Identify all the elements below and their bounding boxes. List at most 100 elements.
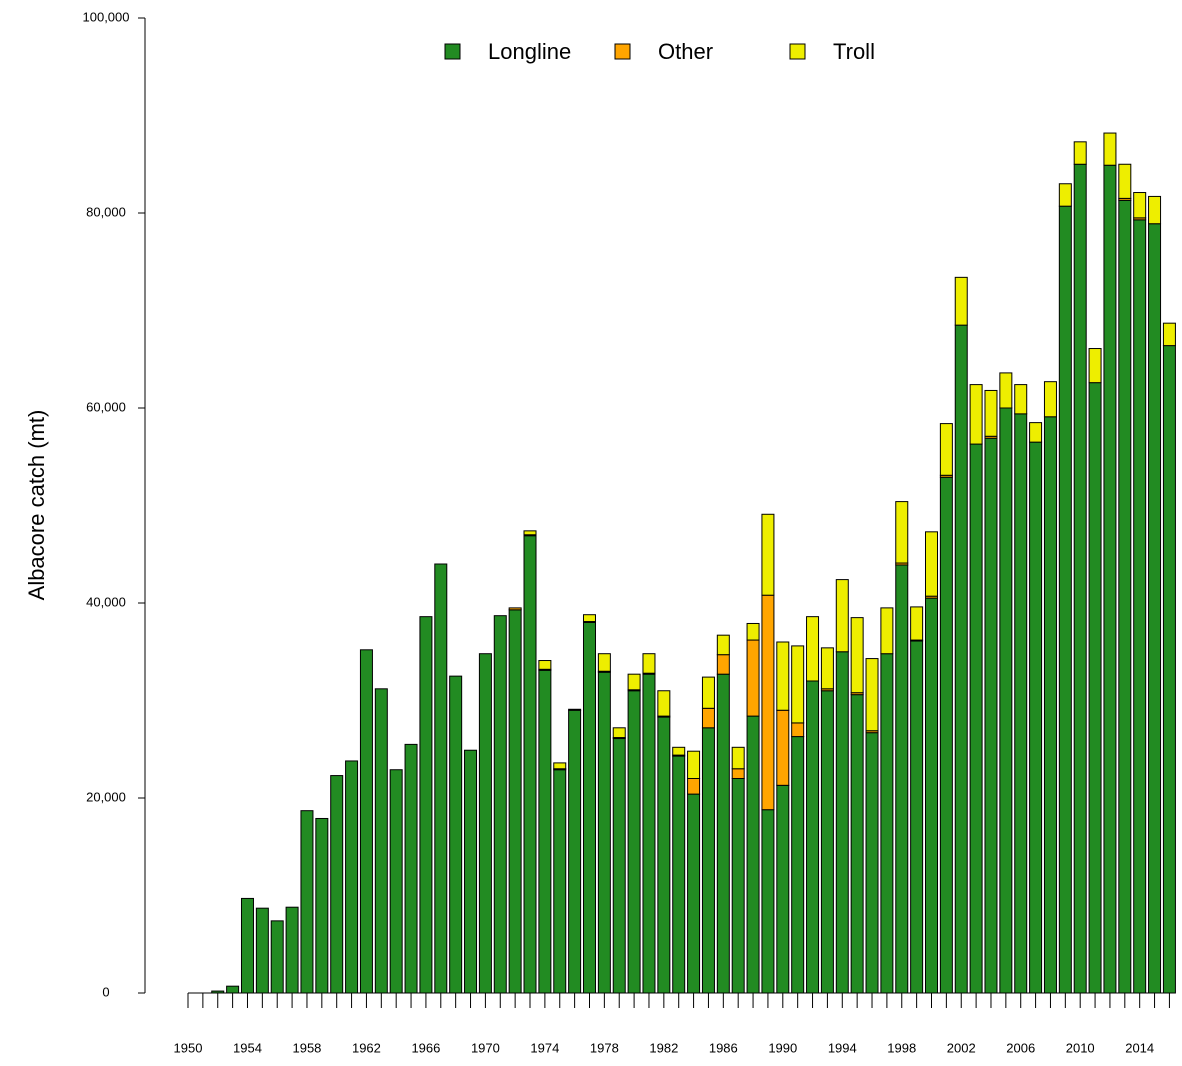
x-tick-label: 1998: [887, 1040, 916, 1055]
bar: [508, 609, 522, 994]
bar: [969, 384, 983, 445]
x-tick-label: 2006: [1006, 1040, 1035, 1055]
bar: [746, 639, 760, 717]
bar: [523, 535, 537, 994]
x-tick-label: 1982: [649, 1040, 678, 1055]
bar: [910, 606, 924, 641]
bar: [1103, 164, 1117, 994]
bar: [999, 372, 1013, 409]
y-tick-label: 0: [102, 984, 109, 999]
bar: [597, 653, 611, 672]
bar: [746, 622, 760, 641]
bar: [464, 749, 478, 994]
bar: [806, 680, 820, 994]
bar: [835, 651, 849, 994]
bar: [880, 607, 894, 655]
bar: [939, 423, 953, 476]
bar: [627, 690, 641, 994]
legend-label: Other: [658, 39, 713, 64]
bar: [731, 768, 745, 779]
bar: [1058, 183, 1072, 207]
bar: [1058, 205, 1072, 994]
bar: [731, 746, 745, 770]
bar: [1088, 348, 1102, 384]
bar: [270, 920, 284, 994]
legend-swatch: [789, 43, 806, 60]
bar: [716, 654, 730, 675]
bar: [1029, 422, 1043, 443]
bar: [523, 530, 537, 536]
x-tick-label: 1978: [590, 1040, 619, 1055]
bar: [1014, 413, 1028, 994]
bar: [806, 616, 820, 682]
bar: [954, 324, 968, 994]
bar: [493, 615, 507, 994]
bar: [939, 476, 953, 994]
x-tick-label: 1990: [768, 1040, 797, 1055]
bar: [359, 649, 373, 994]
bar: [538, 660, 552, 670]
bar: [865, 732, 879, 994]
y-axis-label: Albacore catch (mt): [24, 410, 49, 601]
bar: [687, 793, 701, 994]
bar: [568, 709, 582, 994]
bar: [761, 513, 775, 596]
y-tick-label: 20,000: [86, 789, 126, 804]
bar: [984, 437, 998, 994]
bar: [612, 727, 626, 739]
bar: [850, 617, 864, 694]
bar: [791, 722, 805, 738]
bar: [582, 622, 596, 994]
bar: [330, 775, 344, 994]
bar: [597, 671, 611, 994]
bar: [538, 669, 552, 994]
legend-swatch: [444, 43, 461, 60]
bar: [761, 594, 775, 811]
bar: [1162, 345, 1176, 994]
bar: [255, 907, 269, 994]
bar: [211, 990, 225, 994]
y-tick-label: 60,000: [86, 399, 126, 414]
bar: [776, 784, 790, 994]
bar: [731, 778, 745, 994]
bar: [434, 563, 448, 994]
bar: [895, 564, 909, 994]
legend-label: Troll: [833, 39, 875, 64]
bar: [910, 640, 924, 994]
bar: [1029, 441, 1043, 994]
bar: [300, 810, 314, 994]
bar: [984, 389, 998, 437]
bar: [761, 809, 775, 994]
bar: [1014, 384, 1028, 415]
bar: [1103, 132, 1117, 166]
bar: [746, 715, 760, 994]
bar: [850, 694, 864, 994]
bar: [701, 707, 715, 729]
bar: [508, 607, 522, 611]
x-tick-label: 1994: [828, 1040, 857, 1055]
bar: [627, 673, 641, 691]
x-tick-label: 2014: [1125, 1040, 1154, 1055]
bar: [389, 769, 403, 994]
bar: [820, 690, 834, 994]
bar: [553, 769, 567, 994]
bar: [701, 727, 715, 994]
bar: [880, 653, 894, 994]
bar: [672, 755, 686, 994]
bar: [716, 673, 730, 994]
x-tick-label: 1950: [174, 1040, 203, 1055]
bar: [716, 634, 730, 656]
bar: [776, 641, 790, 711]
bar: [925, 597, 938, 994]
x-tick-label: 1954: [233, 1040, 262, 1055]
bar: [642, 673, 656, 994]
bar: [1133, 219, 1147, 994]
x-tick-label: 2010: [1066, 1040, 1095, 1055]
bar: [791, 736, 805, 994]
bar: [1073, 163, 1087, 994]
bar: [612, 738, 626, 994]
bar: [1088, 382, 1102, 994]
bar: [582, 614, 596, 623]
y-tick-label: 80,000: [86, 204, 126, 219]
